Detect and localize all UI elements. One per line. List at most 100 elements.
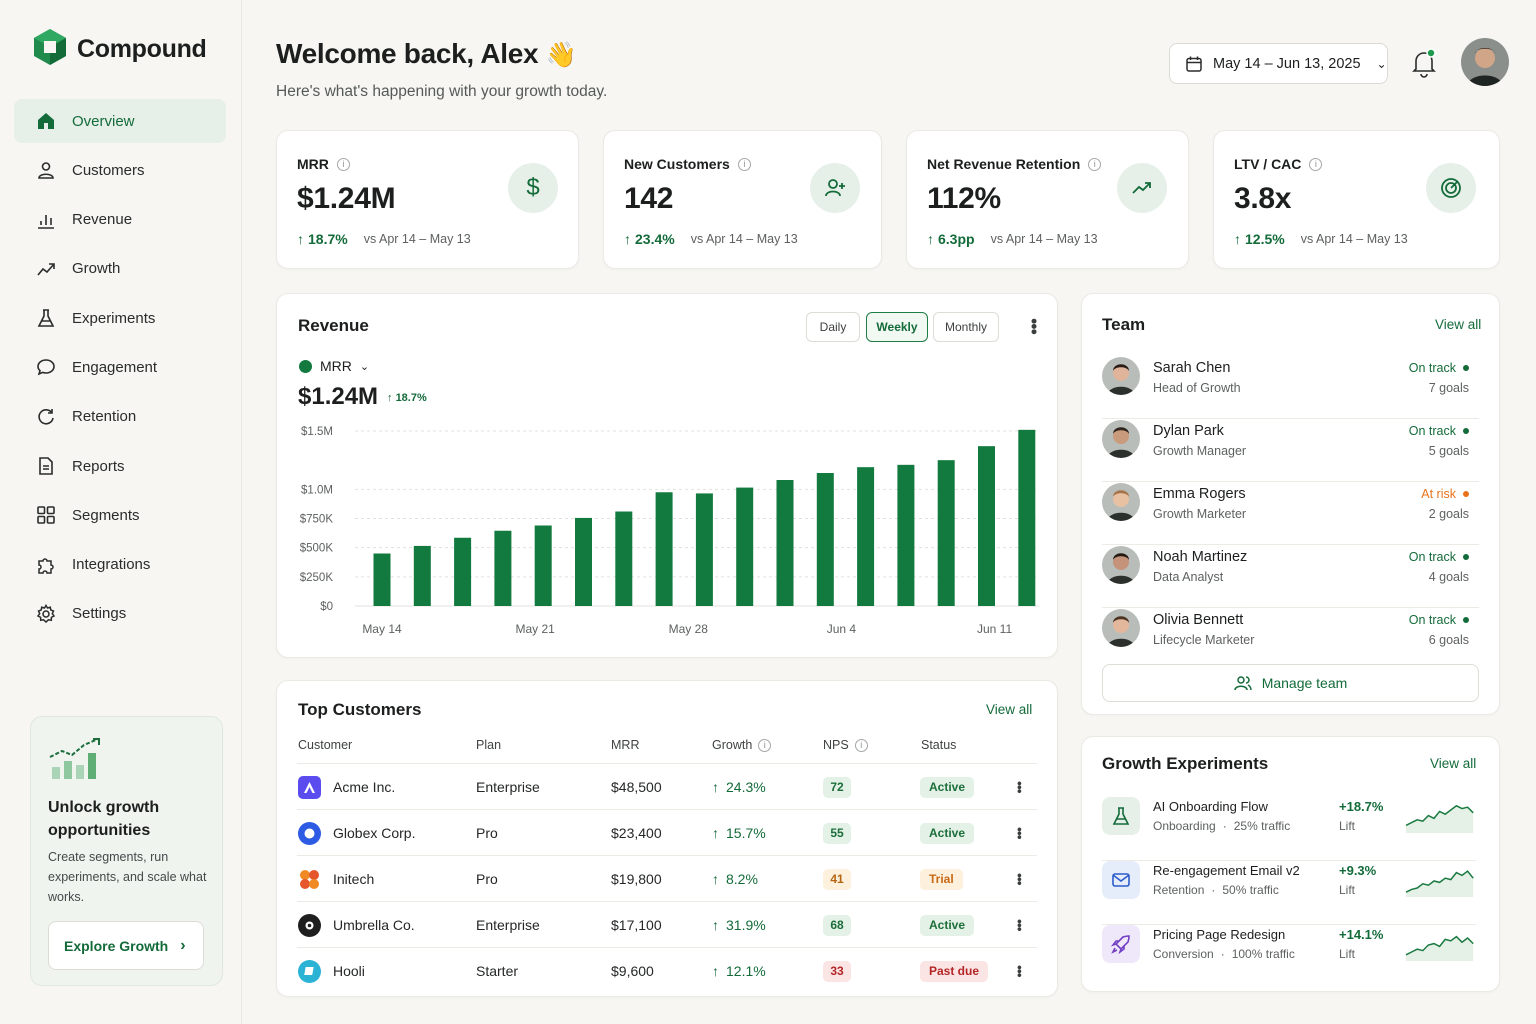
manage-team-button[interactable]: Manage team	[1102, 664, 1479, 702]
trend-up-icon	[1117, 163, 1167, 213]
kpi-card-ltv-cac[interactable]: LTV / CAC i 3.8x ↑ 12.5% vs Apr 14 – May 13	[1213, 130, 1500, 269]
info-icon[interactable]: i	[854, 738, 868, 752]
table-row[interactable]: Initech Pro $19,800 ↑ 8.2% 41 Trial •••	[297, 855, 1037, 901]
hooli-logo-icon	[298, 959, 321, 983]
revenue-bar[interactable]	[695, 493, 713, 606]
customers-view-all-link[interactable]: View all	[986, 702, 1033, 717]
more-options-icon[interactable]: •••	[1012, 781, 1028, 793]
nav-item-reports[interactable]: Reports	[14, 444, 226, 488]
experiment-lift-label: Lift	[1339, 883, 1356, 897]
experiment-row[interactable]: Re-engagement Email v2 Retention · 50% traf…	[1102, 861, 1476, 925]
nav-item-integrations[interactable]: Integrations	[14, 543, 226, 587]
period-monthly-button[interactable]: Monthly	[933, 312, 999, 342]
puzzle-icon	[38, 557, 54, 574]
bell-icon	[1412, 48, 1436, 78]
experiment-traffic: 100% traffic	[1231, 947, 1295, 961]
revenue-bar[interactable]	[857, 467, 875, 606]
page-title: Welcome back, Alex 👋	[276, 38, 577, 70]
col-plan[interactable]: Plan	[476, 738, 502, 752]
period-weekly-button[interactable]: Weekly	[866, 312, 928, 342]
team-member[interactable]: Sarah Chen Head of Growth On track 7 goals	[1102, 356, 1479, 419]
metric-selector[interactable]: MRR ⌄	[299, 358, 369, 374]
customer-name[interactable]: Umbrella Co.	[333, 917, 415, 933]
more-options-icon[interactable]: •••	[1024, 318, 1044, 334]
nav-item-segments[interactable]: Segments	[14, 493, 226, 537]
revenue-bar[interactable]	[615, 511, 633, 607]
revenue-bar[interactable]	[575, 517, 592, 606]
revenue-bar[interactable]	[897, 464, 915, 606]
customer-name[interactable]: Globex Corp.	[333, 825, 416, 841]
kpi-card-mrr[interactable]: MRR i $1.24M ↑ 18.7% vs Apr 14 – May 13 $	[276, 130, 579, 269]
revenue-bar[interactable]	[494, 530, 512, 606]
customer-name[interactable]: Acme Inc.	[333, 779, 396, 795]
kpi-card-new-customers[interactable]: New Customers i 142 ↑ 23.4% vs Apr 14 – May…	[603, 130, 882, 269]
nav-item-growth[interactable]: Growth	[14, 247, 226, 291]
revenue-value: $1.24M	[298, 383, 379, 410]
nav-item-engagement[interactable]: Engagement	[14, 345, 226, 389]
revenue-bar[interactable]	[776, 480, 794, 606]
revenue-bar[interactable]	[816, 473, 834, 606]
col-growth[interactable]: Growth i	[712, 738, 772, 752]
col-nps[interactable]: NPS i	[823, 738, 868, 752]
team-member[interactable]: Emma Rogers Growth Marketer At risk 2 goals	[1102, 482, 1479, 545]
revenue-bar[interactable]	[655, 492, 673, 606]
team-view-all-link[interactable]: View all	[1435, 317, 1482, 332]
table-row[interactable]: Umbrella Co. Enterprise $17,100 ↑ 31.9% 68 Act…	[297, 901, 1037, 947]
nav-item-customers[interactable]: Customers	[14, 148, 226, 192]
customer-name[interactable]: Hooli	[333, 963, 365, 979]
revenue-bar[interactable]	[534, 525, 552, 607]
nav-item-revenue[interactable]: Revenue	[14, 198, 226, 242]
compound-logo-icon	[32, 28, 68, 71]
nav-item-retention[interactable]: Retention	[14, 395, 226, 439]
revenue-bar[interactable]	[454, 537, 472, 606]
table-row[interactable]: Globex Corp. Pro $23,400 ↑ 15.7% 55 Active •••	[297, 809, 1037, 855]
experiment-traffic: 25% traffic	[1233, 819, 1291, 833]
user-avatar[interactable]	[1461, 38, 1509, 86]
kpi-label: New Customers i	[624, 156, 751, 172]
more-options-icon[interactable]: •••	[1012, 873, 1028, 885]
more-options-icon[interactable]: •••	[1012, 919, 1028, 931]
date-range-picker[interactable]: May 14 – Jun 13, 2025 ⌄	[1169, 43, 1388, 84]
revenue-bar[interactable]	[937, 460, 955, 606]
table-row[interactable]: Hooli Starter $9,600 ↑ 12.1% 33 Past due •••	[297, 947, 1037, 993]
nav-item-overview[interactable]: Overview	[14, 99, 226, 143]
explore-growth-button[interactable]: Explore Growth ›	[48, 921, 204, 970]
experiments-view-all-link[interactable]: View all	[1430, 756, 1477, 771]
revenue-bar[interactable]	[978, 446, 995, 606]
arrow-up-icon: ↑	[712, 963, 719, 979]
info-icon[interactable]: i	[1088, 157, 1102, 171]
col-customer[interactable]: Customer	[298, 738, 353, 752]
nav-item-experiments[interactable]: Experiments	[14, 296, 226, 340]
info-icon[interactable]: i	[758, 738, 772, 752]
team-member[interactable]: Dylan Park Growth Manager On track 5 goals	[1102, 419, 1479, 482]
col-status[interactable]: Status	[921, 738, 957, 752]
table-row[interactable]: Acme Inc. Enterprise $48,500 ↑ 24.3% 72 Active…	[297, 763, 1037, 809]
experiment-row[interactable]: Pricing Page Redesign Conversion · 100% tra…	[1102, 925, 1476, 989]
nps-cell: 41	[823, 856, 851, 902]
info-icon[interactable]: i	[1309, 157, 1323, 171]
experiment-meta: Conversion · 100% traffic	[1153, 947, 1295, 961]
row-actions: •••	[1012, 902, 1028, 948]
plan-cell: Starter	[476, 963, 519, 979]
info-icon[interactable]: i	[336, 157, 350, 171]
status-badge: Trial	[920, 868, 963, 890]
customer-name[interactable]: Initech	[333, 871, 375, 887]
notifications-button[interactable]	[1410, 48, 1438, 78]
experiment-lift: +18.7%	[1339, 799, 1384, 814]
nav-item-settings[interactable]: Settings	[14, 592, 226, 636]
brand[interactable]: Compound	[32, 28, 207, 71]
team-member[interactable]: Noah Martinez Data Analyst On track 4 goals	[1102, 545, 1479, 608]
experiment-row[interactable]: AI Onboarding Flow Onboarding · 25% traffic…	[1102, 797, 1476, 861]
revenue-bar[interactable]	[413, 545, 431, 606]
kpi-card-nrr[interactable]: Net Revenue Retention i 112% ↑ 6.3pp vs Apr…	[906, 130, 1189, 269]
calendar-icon	[1186, 56, 1202, 72]
period-daily-button[interactable]: Daily	[806, 312, 860, 342]
revenue-bar[interactable]	[736, 487, 754, 606]
revenue-bar[interactable]	[373, 553, 391, 607]
more-options-icon[interactable]: •••	[1012, 827, 1028, 839]
more-options-icon[interactable]: •••	[1012, 965, 1028, 977]
team-member[interactable]: Olivia Bennett Lifecycle Marketer On track…	[1102, 608, 1479, 671]
col-mrr[interactable]: MRR	[611, 738, 640, 752]
info-icon[interactable]: i	[737, 157, 751, 171]
revenue-bar[interactable]	[1018, 429, 1036, 606]
